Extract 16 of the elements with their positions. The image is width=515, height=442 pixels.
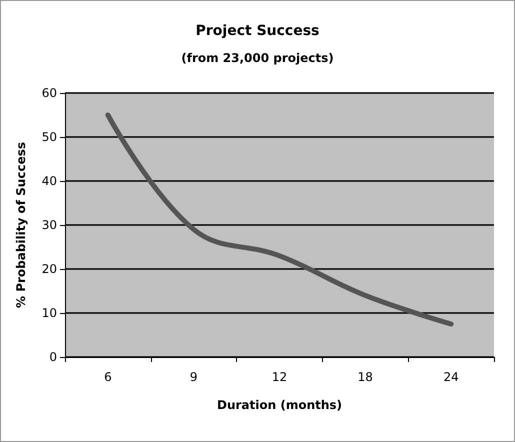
chart-subtitle: (from 23,000 projects) <box>181 51 334 65</box>
y-tick-label: 30 <box>42 218 57 232</box>
y-axis-title: % Probability of Success <box>14 142 28 308</box>
y-tick-label: 10 <box>42 306 57 320</box>
x-tick-label: 9 <box>190 370 198 384</box>
x-tick-label: 6 <box>104 370 112 384</box>
y-tick-label: 20 <box>42 262 57 276</box>
x-axis-title: Duration (months) <box>216 398 342 412</box>
y-tick-label: 0 <box>49 350 57 364</box>
x-tick-label: 18 <box>358 370 373 384</box>
x-tick-label: 24 <box>443 370 459 384</box>
x-tick-label: 12 <box>272 370 288 384</box>
y-tick-label: 50 <box>42 130 57 144</box>
chart-title: Project Success <box>196 23 320 39</box>
y-tick-label: 40 <box>42 174 57 188</box>
y-tick-label: 60 <box>42 86 57 100</box>
